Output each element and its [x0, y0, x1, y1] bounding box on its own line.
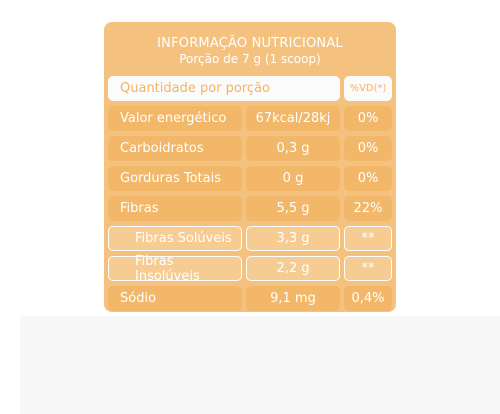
bottom-band — [20, 316, 500, 414]
row-amount-energy: 67kcal/28kj — [246, 106, 340, 131]
row-label-total-fat: Gorduras Totais — [108, 166, 242, 191]
row-amount-sodium: 9,1 mg — [246, 286, 340, 311]
column-header-dv: %VD(*) — [344, 76, 392, 101]
row-amount-insoluble-fiber: 2,2 g — [246, 256, 340, 281]
row-label-carbs: Carboidratos — [108, 136, 242, 161]
row-dv-carbs: 0% — [344, 136, 392, 161]
row-dv-sodium: 0,4% — [344, 286, 392, 311]
row-label-sodium: Sódio — [108, 286, 242, 311]
table-header: INFORMAÇÃO NUTRICIONAL Porção de 7 g (1 … — [104, 22, 396, 72]
row-amount-carbs: 0,3 g — [246, 136, 340, 161]
row-dv-insoluble-fiber: ** — [344, 256, 392, 281]
row-dv-energy: 0% — [344, 106, 392, 131]
row-label-fiber: Fibras — [108, 196, 242, 221]
serving-size: Porção de 7 g (1 scoop) — [179, 52, 321, 66]
row-label-insoluble-fiber: Fibras Insolúveis — [108, 254, 242, 284]
row-amount-soluble-fiber: 3,3 g — [246, 226, 340, 251]
row-amount-fiber: 5,5 g — [246, 196, 340, 221]
column-header-quantity: Quantidade por porção — [108, 76, 340, 101]
row-dv-total-fat: 0% — [344, 166, 392, 191]
table-title: INFORMAÇÃO NUTRICIONAL — [157, 36, 343, 51]
row-dv-fiber: 22% — [344, 196, 392, 221]
nutrition-table: INFORMAÇÃO NUTRICIONAL Porção de 7 g (1 … — [104, 22, 396, 312]
row-dv-soluble-fiber: ** — [344, 226, 392, 251]
row-amount-total-fat: 0 g — [246, 166, 340, 191]
row-label-soluble-fiber: Fibras Solúveis — [108, 226, 242, 251]
row-label-energy: Valor energético — [108, 106, 242, 131]
